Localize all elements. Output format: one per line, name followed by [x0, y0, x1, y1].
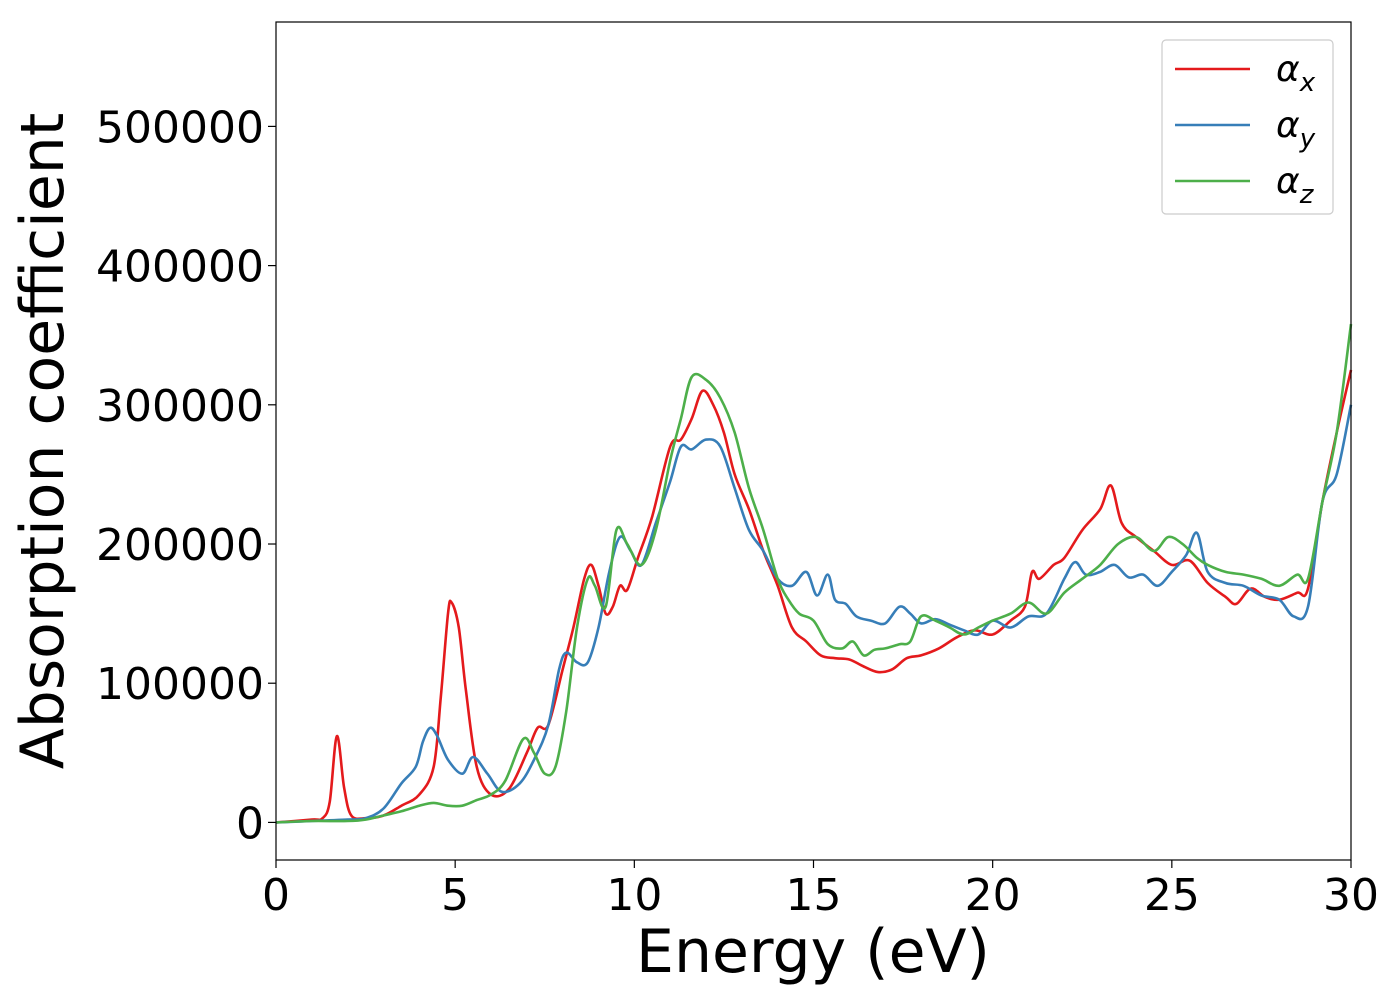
x-tick-label: 30 [1323, 870, 1379, 921]
y-tick-label: 500000 [96, 102, 264, 153]
y-axis-title: Absorption coefficient [8, 113, 78, 770]
legend-label-x: αx [1276, 49, 1316, 98]
x-tick-label: 15 [786, 870, 842, 921]
y-tick-label: 300000 [96, 381, 264, 432]
legend-box [1161, 39, 1334, 215]
legend-label-y: αy [1276, 105, 1316, 154]
x-tick-label: 20 [965, 870, 1021, 921]
x-tick-label: 5 [441, 870, 469, 921]
series-layer [275, 323, 1353, 824]
y-tick-label: 0 [236, 798, 264, 849]
series-line-y [275, 404, 1353, 824]
x-axis: 0 5 10 15 20 25 30 [262, 860, 1379, 921]
x-axis-title: Energy (eV) [636, 917, 990, 987]
y-axis: 0 100000 200000 300000 400000 500000 [96, 102, 276, 849]
y-tick-label: 400000 [96, 242, 264, 293]
x-tick-label: 0 [262, 870, 290, 921]
legend: αx αy αz [1161, 39, 1334, 215]
x-tick-label: 25 [1144, 870, 1200, 921]
y-tick-label: 100000 [96, 659, 264, 710]
y-tick-label: 200000 [96, 520, 264, 571]
x-tick-label: 10 [606, 870, 662, 921]
legend-label-z: αz [1276, 161, 1315, 210]
series-line-z [275, 323, 1353, 824]
